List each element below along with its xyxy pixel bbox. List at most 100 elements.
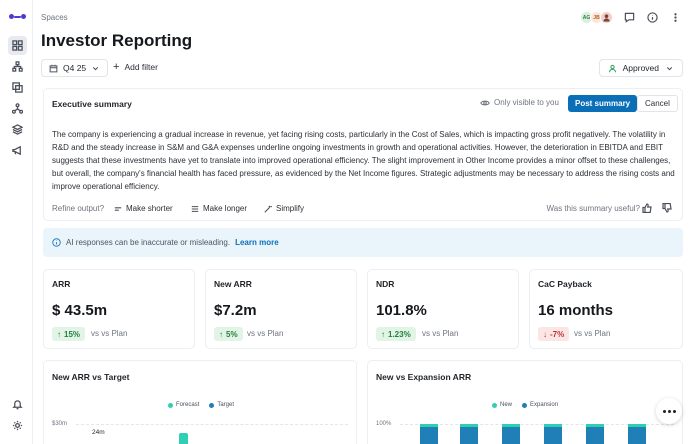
- kpi-delta: 1.23%: [388, 329, 411, 339]
- comments-button[interactable]: [623, 11, 636, 24]
- data-label: 24m: [92, 429, 105, 436]
- vertical-dots-icon: [674, 13, 677, 22]
- approval-status-dropdown[interactable]: Approved: [598, 59, 683, 77]
- visibility-indicator: Only visible to you: [480, 98, 559, 107]
- kpi-value: 16 months: [538, 302, 614, 319]
- kpi-label: CaC Payback: [538, 279, 592, 289]
- kpi-delta-badge: ↑ 15%: [52, 327, 86, 341]
- kpi-value: $ 43.5m: [52, 302, 108, 319]
- legend-item-expansion[interactable]: Expansion: [522, 402, 558, 408]
- kpi-comparison: vs vs Plan: [247, 329, 284, 338]
- cancel-button[interactable]: Cancel: [637, 95, 678, 112]
- stacked-bar[interactable]: [460, 424, 478, 444]
- avatar[interactable]: AG: [580, 11, 593, 24]
- sidebar-hierarchy-button[interactable]: [8, 57, 27, 76]
- avatar[interactable]: [600, 11, 613, 24]
- kpi-delta: 15%: [64, 329, 81, 339]
- legend-item-forecast[interactable]: Forecast: [168, 402, 199, 408]
- sidebar-copy-button[interactable]: [8, 78, 27, 97]
- thumbs-down-icon: [662, 202, 672, 213]
- make-shorter-label: Make shorter: [126, 204, 173, 213]
- bell-icon: [12, 400, 23, 410]
- feedback-question: Was this summary useful?: [546, 204, 640, 213]
- simplify-button[interactable]: Simplify: [264, 204, 304, 213]
- dot-icon: [672, 409, 676, 413]
- chart-legend: Forecast Target: [168, 402, 234, 408]
- kpi-delta-badge: ↑ 1.23%: [376, 327, 416, 341]
- period-selector[interactable]: Q4 25: [41, 59, 109, 77]
- kpi-label: NDR: [376, 279, 395, 289]
- stacked-bar[interactable]: [628, 424, 646, 444]
- kpi-delta: -7%: [550, 329, 565, 339]
- kpi-delta: 5%: [226, 329, 238, 339]
- make-longer-button[interactable]: Make longer: [191, 204, 247, 213]
- summary-text: The company is experiencing a gradual in…: [52, 130, 675, 191]
- kpi-delta-badge: ↓ -7%: [538, 327, 570, 341]
- sidebar-layers-button[interactable]: [8, 120, 27, 139]
- chart-title: New vs Expansion ARR: [376, 372, 472, 382]
- legend-item-new[interactable]: New: [492, 402, 512, 408]
- thumbs-up-button[interactable]: [642, 203, 652, 214]
- long-lines-icon: [191, 205, 199, 212]
- y-axis-tick: 100%: [376, 421, 392, 427]
- sidebar-network-button[interactable]: [8, 99, 27, 118]
- visibility-label: Only visible to you: [494, 98, 559, 107]
- breadcrumb[interactable]: Spaces: [41, 13, 68, 22]
- kpi-comparison: vs vs Plan: [91, 329, 128, 338]
- chart-card-new-vs-expansion-arr: New vs Expansion ARR New Expansion 100%: [367, 360, 683, 444]
- kpi-card-ndr[interactable]: NDR 101.8% ↑ 1.23% vs vs Plan: [367, 269, 519, 349]
- hierarchy-icon: [12, 61, 23, 72]
- calendar-icon: [49, 64, 58, 72]
- kpi-card-arr[interactable]: ARR $ 43.5m ↑ 15% vs vs Plan: [43, 269, 195, 349]
- collaborator-avatars[interactable]: AG JB: [580, 11, 613, 24]
- sidebar-dashboard-button[interactable]: [8, 36, 27, 55]
- kpi-label: New ARR: [214, 279, 252, 289]
- kpi-comparison: vs vs Plan: [422, 329, 459, 338]
- stacked-bar[interactable]: [502, 424, 520, 444]
- chat-assistant-button[interactable]: [656, 398, 682, 424]
- dot-icon: [667, 409, 671, 413]
- sidebar-settings-button[interactable]: [8, 416, 27, 435]
- kpi-comparison: vs vs Plan: [574, 329, 611, 338]
- gear-icon: [12, 420, 23, 431]
- forecast-bar[interactable]: [179, 433, 188, 444]
- kpi-value: $7.2m: [214, 302, 257, 319]
- ai-disclaimer-text: AI responses can be inaccurate or mislea…: [66, 238, 231, 247]
- kpi-card-cac-payback[interactable]: CaC Payback 16 months ↓ -7% vs vs Plan: [529, 269, 683, 349]
- make-longer-label: Make longer: [203, 204, 248, 213]
- stacked-bar[interactable]: [420, 424, 438, 444]
- magic-wand-icon: [264, 205, 272, 213]
- make-shorter-button[interactable]: Make shorter: [114, 204, 173, 213]
- plus-icon: +: [113, 60, 120, 73]
- eye-icon: [480, 100, 490, 105]
- thumbs-down-button[interactable]: [662, 202, 672, 213]
- thumbs-up-icon: [642, 203, 652, 214]
- gridline: [76, 424, 348, 425]
- info-button[interactable]: [646, 11, 659, 24]
- chevron-down-icon: [666, 66, 673, 70]
- executive-summary-card: Executive summary Only visible to you Po…: [43, 88, 683, 221]
- add-filter-label: Add filter: [124, 62, 158, 72]
- arrow-up-icon: ↑: [381, 329, 385, 339]
- chart-title: New ARR vs Target: [52, 372, 130, 382]
- y-axis-tick: $30m: [52, 421, 68, 427]
- kpi-delta-badge: ↑ 5%: [214, 327, 243, 341]
- kpi-card-new-arr[interactable]: New ARR $7.2m ↑ 5% vs vs Plan: [205, 269, 357, 349]
- legend-item-target[interactable]: Target: [209, 402, 234, 408]
- kpi-value: 101.8%: [376, 302, 427, 319]
- learn-more-link[interactable]: Learn more: [235, 238, 279, 247]
- post-summary-button[interactable]: Post summary: [568, 95, 638, 112]
- main-content: Spaces AG JB Investor Reporting: [33, 0, 700, 444]
- megaphone-icon: [12, 145, 21, 156]
- arrow-up-icon: ↑: [219, 329, 223, 339]
- stacked-bar[interactable]: [544, 424, 562, 444]
- chart-card-new-arr-vs-target: New ARR vs Target Forecast Target $30m 2…: [43, 360, 357, 444]
- add-filter-button[interactable]: + Add filter: [113, 60, 158, 73]
- stacked-bar[interactable]: [586, 424, 604, 444]
- brand-logo[interactable]: [9, 14, 29, 20]
- more-options-button[interactable]: [669, 11, 682, 24]
- sidebar-announce-button[interactable]: [8, 141, 27, 160]
- chevron-down-icon: [93, 66, 99, 70]
- sidebar-notifications-button[interactable]: [8, 395, 27, 414]
